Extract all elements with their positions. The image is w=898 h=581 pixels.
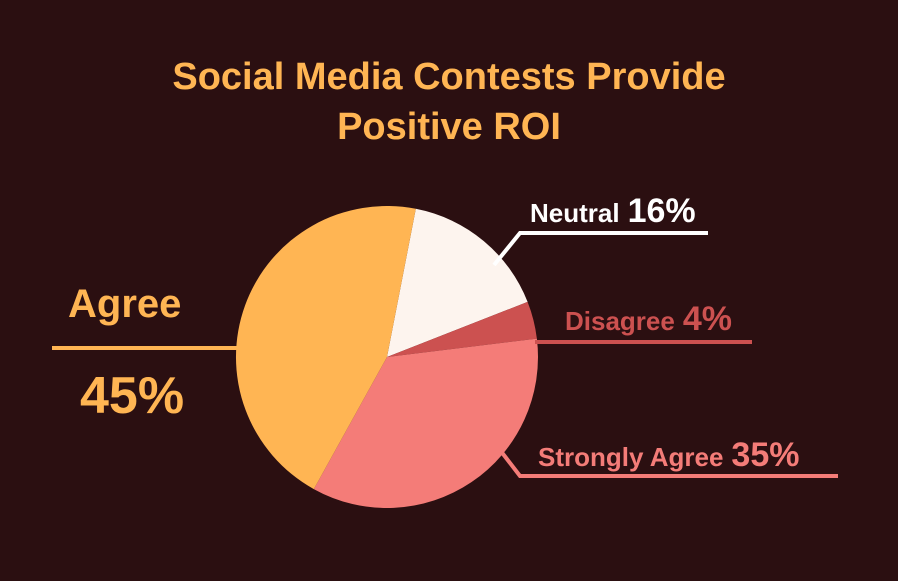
label-strongly-agree-value: 35% — [731, 436, 800, 474]
label-neutral-name: Neutral — [530, 198, 620, 228]
chart-title: Social Media Contests Provide Positive R… — [0, 52, 898, 152]
label-neutral: Neutral 16% — [530, 192, 696, 231]
chart-title-line-2: Positive ROI — [337, 106, 561, 148]
label-disagree-name: Disagree — [565, 306, 675, 336]
label-neutral-value: 16% — [627, 192, 696, 230]
label-agree-value: 45% — [80, 367, 185, 425]
label-disagree: Disagree 4% — [565, 300, 732, 339]
slice-disagree — [387, 301, 537, 357]
slice-agree — [235, 205, 416, 490]
label-strongly-agree-name: Strongly Agree — [538, 442, 724, 472]
label-agree-name: Agree — [68, 282, 182, 326]
slice-strongly-agree — [313, 338, 538, 509]
slice-neutral — [387, 208, 528, 357]
chart-title-line-1: Social Media Contests Provide — [172, 56, 726, 98]
label-strongly-agree: Strongly Agree 35% — [538, 436, 799, 475]
label-disagree-value: 4% — [682, 300, 732, 338]
leader-line-neutral — [492, 231, 708, 267]
leader-line-strongly-agree — [498, 448, 838, 478]
